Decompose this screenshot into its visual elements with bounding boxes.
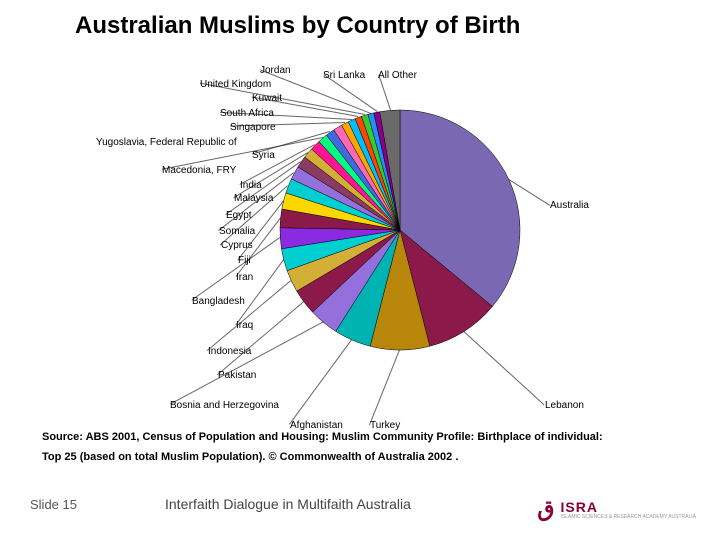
logo-text: ISRA <box>560 499 696 515</box>
slice-label: Somalia <box>219 226 255 237</box>
slice-label: Pakistan <box>218 370 256 381</box>
slice-label: Yugoslavia, Federal Republic of <box>96 137 237 148</box>
source-line-1: Source: ABS 2001, Census of Population a… <box>42 428 678 448</box>
footer-title: Interfaith Dialogue in Multifaith Austra… <box>165 496 411 512</box>
slice-label: Australia <box>550 200 589 211</box>
slice-label: Indonesia <box>208 346 251 357</box>
leader-line <box>369 350 400 425</box>
logo-mark-icon: ق <box>537 496 554 522</box>
source-citation: Source: ABS 2001, Census of Population a… <box>42 428 678 468</box>
source-line-2: Top 25 (based on total Muslim Population… <box>42 448 678 468</box>
slide-number: Slide 15 <box>30 497 77 512</box>
pie-chart: AustraliaLebanonTurkeyAfghanistanBosnia … <box>60 50 660 430</box>
slice-label: Bangladesh <box>192 296 245 307</box>
slice-label: Cyprus <box>221 240 253 251</box>
page-title: Australian Muslims by Country of Birth <box>75 12 520 40</box>
logo-subtitle: ISLAMIC SCIENCES & RESEARCH ACADEMY AUST… <box>560 515 696 520</box>
leader-line <box>170 322 324 405</box>
slice-label: All Other <box>378 70 417 81</box>
slice-label: Lebanon <box>545 400 584 411</box>
slide-footer: Slide 15 Interfaith Dialogue in Multifai… <box>0 486 720 522</box>
isra-logo: ق ISRA ISLAMIC SCIENCES & RESEARCH ACADE… <box>537 496 696 522</box>
slice-label: Malaysia <box>234 193 273 204</box>
slice-label: Bosnia and Herzegovina <box>170 400 279 411</box>
